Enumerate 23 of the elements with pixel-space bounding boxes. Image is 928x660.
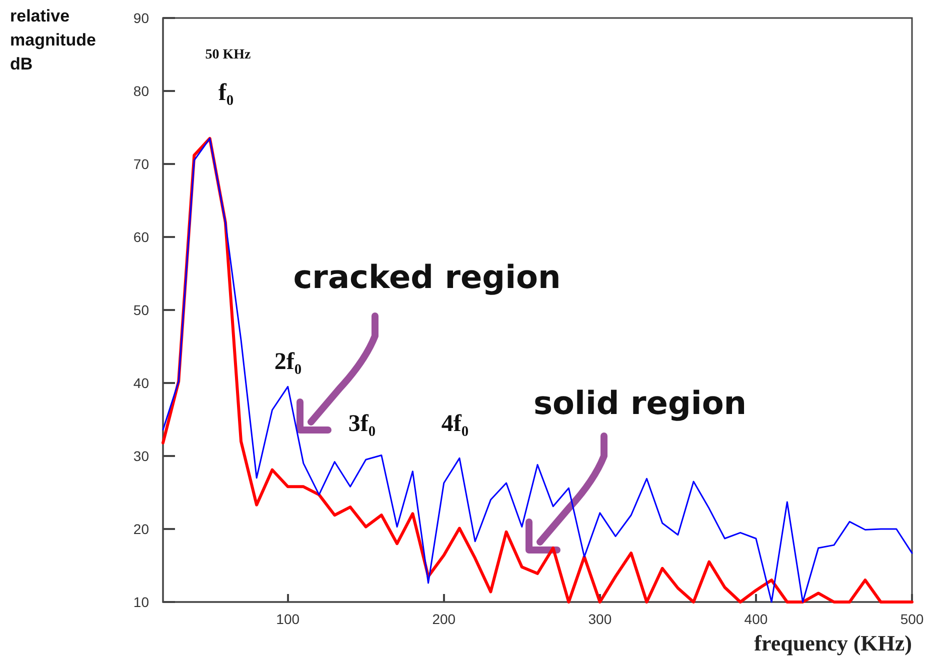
y-tick-label: 10 <box>133 594 150 610</box>
annotation: 4f₀ <box>441 411 469 437</box>
x-tick-label: 500 <box>900 611 924 627</box>
annotation: solid region <box>533 384 747 422</box>
annotation: f₀ <box>218 80 234 106</box>
y-tick-label: 50 <box>133 302 150 318</box>
y-tick-label: 60 <box>133 229 150 245</box>
y-tick-label: 30 <box>133 448 150 464</box>
x-tick-label: 200 <box>432 611 456 627</box>
y-tick-label: 80 <box>133 83 150 99</box>
annotation: 50 KHz <box>205 48 251 62</box>
x-tick-label: 400 <box>744 611 768 627</box>
x-tick-label: 100 <box>276 611 300 627</box>
y-axis-title: relative magnitude dB <box>10 6 96 74</box>
annotation: cracked region <box>293 258 561 296</box>
y-tick-label: 40 <box>133 375 150 391</box>
y-tick-label: 90 <box>133 10 150 26</box>
y-tick-label: 70 <box>133 156 150 172</box>
x-axis-title: frequency (KHz) <box>754 630 912 656</box>
y-tick-label: 20 <box>133 521 150 537</box>
annotation: 2f₀ <box>274 349 302 375</box>
x-tick-label: 300 <box>588 611 612 627</box>
annotation: 3f₀ <box>348 411 376 437</box>
